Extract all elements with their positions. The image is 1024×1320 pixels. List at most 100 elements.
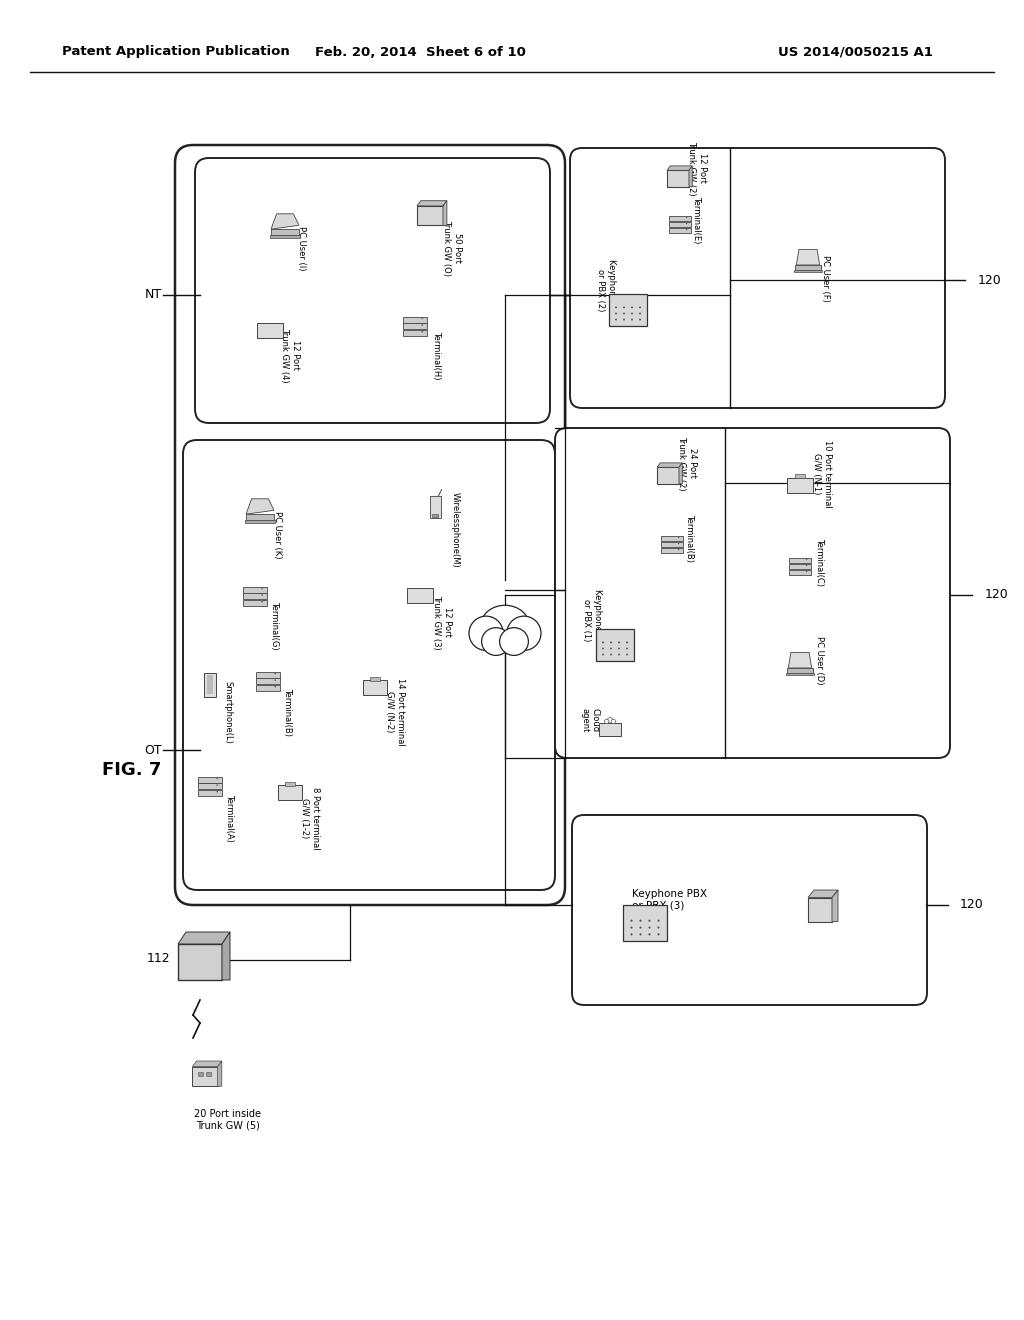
Circle shape [806, 570, 807, 573]
Bar [403, 323, 427, 329]
Bar [790, 558, 811, 564]
Bar [178, 944, 222, 979]
Circle shape [261, 587, 263, 589]
Circle shape [615, 318, 616, 321]
Bar [790, 564, 811, 569]
Text: 120: 120 [961, 899, 984, 912]
Text: 12 Port
Trunk GW (2): 12 Port Trunk GW (2) [687, 141, 707, 195]
Text: 12 Port
Trunk GW (4): 12 Port Trunk GW (4) [281, 327, 300, 383]
Circle shape [686, 216, 687, 218]
Polygon shape [797, 249, 819, 265]
Bar [198, 789, 222, 796]
Text: Keyphone PBX
or PBX (2): Keyphone PBX or PBX (2) [596, 259, 615, 321]
Circle shape [623, 318, 625, 321]
Polygon shape [178, 932, 230, 944]
Text: 120: 120 [978, 273, 1001, 286]
Circle shape [686, 223, 687, 224]
Text: PC User (D): PC User (D) [815, 636, 824, 684]
Circle shape [421, 331, 423, 333]
Text: Patent Application Publication: Patent Application Publication [62, 45, 290, 58]
Text: 12 Port
Trunk GW (3): 12 Port Trunk GW (3) [432, 594, 452, 649]
Bar [207, 675, 213, 694]
Bar [243, 594, 267, 599]
Text: Keyphone PBX
or PBX (3): Keyphone PBX or PBX (3) [632, 890, 708, 911]
Polygon shape [788, 652, 812, 668]
Circle shape [604, 719, 609, 723]
Bar [256, 672, 280, 677]
Circle shape [610, 648, 612, 649]
Text: US 2014/0050215 A1: US 2014/0050215 A1 [777, 45, 933, 58]
Text: Wirelessphone(M): Wirelessphone(M) [451, 492, 460, 568]
Circle shape [631, 318, 633, 321]
Bar [245, 520, 275, 523]
Ellipse shape [480, 606, 529, 648]
Bar [403, 330, 427, 335]
Bar [271, 230, 299, 235]
Bar [256, 678, 280, 684]
Polygon shape [443, 201, 446, 226]
Circle shape [274, 686, 276, 688]
Bar [198, 1072, 203, 1076]
Circle shape [639, 933, 642, 936]
Circle shape [806, 558, 807, 560]
Circle shape [626, 642, 628, 643]
Text: PC User (I): PC User (I) [298, 226, 306, 271]
Text: Terminal(A): Terminal(A) [225, 795, 234, 842]
Circle shape [615, 306, 616, 309]
Text: Terminal(C): Terminal(C) [815, 539, 824, 586]
Polygon shape [657, 463, 682, 467]
FancyBboxPatch shape [570, 148, 945, 408]
Bar [657, 467, 679, 484]
Text: 8 Port terminal
G/W (1-2): 8 Port terminal G/W (1-2) [300, 787, 319, 849]
Ellipse shape [481, 628, 510, 656]
Bar [667, 170, 689, 187]
Bar [407, 587, 433, 603]
Text: 112: 112 [146, 952, 170, 965]
Ellipse shape [469, 616, 503, 651]
Circle shape [639, 318, 641, 321]
Bar [662, 536, 683, 541]
Circle shape [631, 313, 633, 314]
Circle shape [631, 306, 633, 309]
Polygon shape [417, 201, 446, 206]
Circle shape [678, 543, 679, 544]
Text: Cloud
agent: Cloud agent [581, 708, 600, 733]
Bar [269, 235, 300, 238]
Polygon shape [271, 214, 299, 230]
Bar [417, 206, 443, 226]
Ellipse shape [507, 616, 541, 651]
Bar [662, 548, 683, 553]
Bar [787, 478, 813, 494]
Text: PC User (F): PC User (F) [821, 255, 830, 301]
Bar [256, 685, 280, 690]
FancyBboxPatch shape [195, 158, 550, 422]
Text: Terminal(B): Terminal(B) [685, 513, 694, 562]
Text: 14 Port terminal
G/W (N-2): 14 Port terminal G/W (N-2) [385, 678, 404, 746]
Circle shape [602, 653, 604, 656]
Circle shape [610, 642, 612, 643]
Circle shape [639, 920, 642, 921]
Text: 10 Port terminal
G/W (N-1): 10 Port terminal G/W (N-1) [812, 440, 831, 508]
Bar [193, 1067, 217, 1086]
Circle shape [611, 719, 615, 723]
Circle shape [261, 601, 263, 602]
Text: NT: NT [144, 289, 162, 301]
FancyBboxPatch shape [175, 145, 565, 906]
Bar [278, 785, 302, 800]
Circle shape [421, 325, 423, 326]
Bar [795, 474, 805, 478]
Polygon shape [222, 932, 230, 979]
Circle shape [657, 920, 659, 921]
Circle shape [648, 933, 650, 936]
Text: Keyphone PBX
or PBX (1): Keyphone PBX or PBX (1) [583, 589, 602, 651]
Bar [243, 601, 267, 606]
Bar [432, 515, 437, 517]
Circle shape [639, 927, 642, 929]
Ellipse shape [500, 628, 528, 656]
Bar [207, 1072, 211, 1076]
Circle shape [657, 927, 659, 929]
Text: OT: OT [144, 743, 162, 756]
Circle shape [607, 718, 612, 723]
Circle shape [639, 313, 641, 314]
Polygon shape [217, 1061, 222, 1086]
